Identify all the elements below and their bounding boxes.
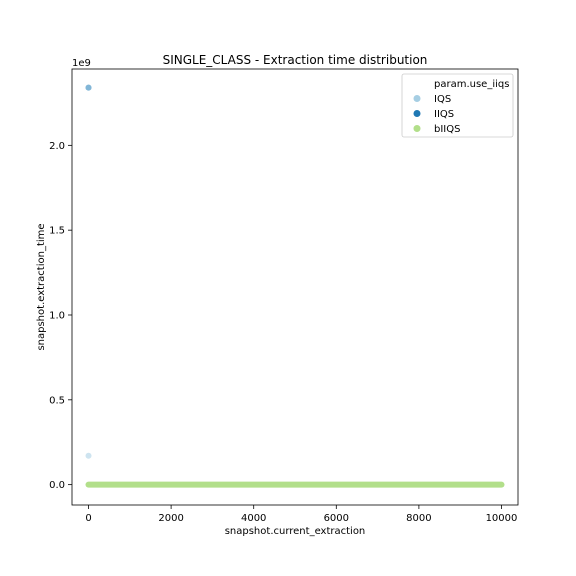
legend-marker <box>413 110 421 117</box>
x-tick-label: 4000 <box>241 513 266 524</box>
data-point-band <box>85 481 505 488</box>
legend-entry: bIIQS <box>434 124 460 135</box>
y-axis: 0.0 0.5 1.0 1.5 2.0 <box>49 141 72 491</box>
data-point <box>85 84 92 91</box>
y-tick-label: 1.0 <box>49 310 65 321</box>
chart-title: SINGLE_CLASS - Extraction time distribut… <box>163 53 428 67</box>
legend-marker <box>413 95 421 102</box>
y-tick-label: 0.0 <box>49 480 65 491</box>
plot-frame <box>71 68 519 506</box>
legend-box <box>401 73 514 138</box>
x-tick-label: 10000 <box>486 513 518 524</box>
legend-title: param.use_iiqs <box>434 79 509 90</box>
x-tick-label: 6000 <box>324 513 349 524</box>
y-tick-label: 2.0 <box>49 141 65 152</box>
y-offset-label: 1e9 <box>72 58 91 69</box>
x-axis: 0 2000 4000 6000 8000 10000 <box>85 505 517 524</box>
points-layer <box>85 84 505 488</box>
x-tick-label: 0 <box>85 513 91 524</box>
legend-entries: IQS IIQS bIIQS <box>413 94 460 135</box>
legend-marker <box>413 125 421 132</box>
y-tick-label: 0.5 <box>49 395 65 406</box>
x-tick-label: 2000 <box>158 513 183 524</box>
legend-entry: IIQS <box>434 109 454 120</box>
y-axis-label: snapshot.extraction_time <box>36 223 47 350</box>
x-axis-label: snapshot.current_extraction <box>225 526 366 537</box>
y-tick-label: 1.5 <box>49 226 65 237</box>
legend: param.use_iiqs IQS IIQS bIIQS <box>401 73 514 138</box>
x-tick-label: 8000 <box>406 513 431 524</box>
legend-entry: IQS <box>434 94 451 105</box>
data-point <box>85 452 92 459</box>
